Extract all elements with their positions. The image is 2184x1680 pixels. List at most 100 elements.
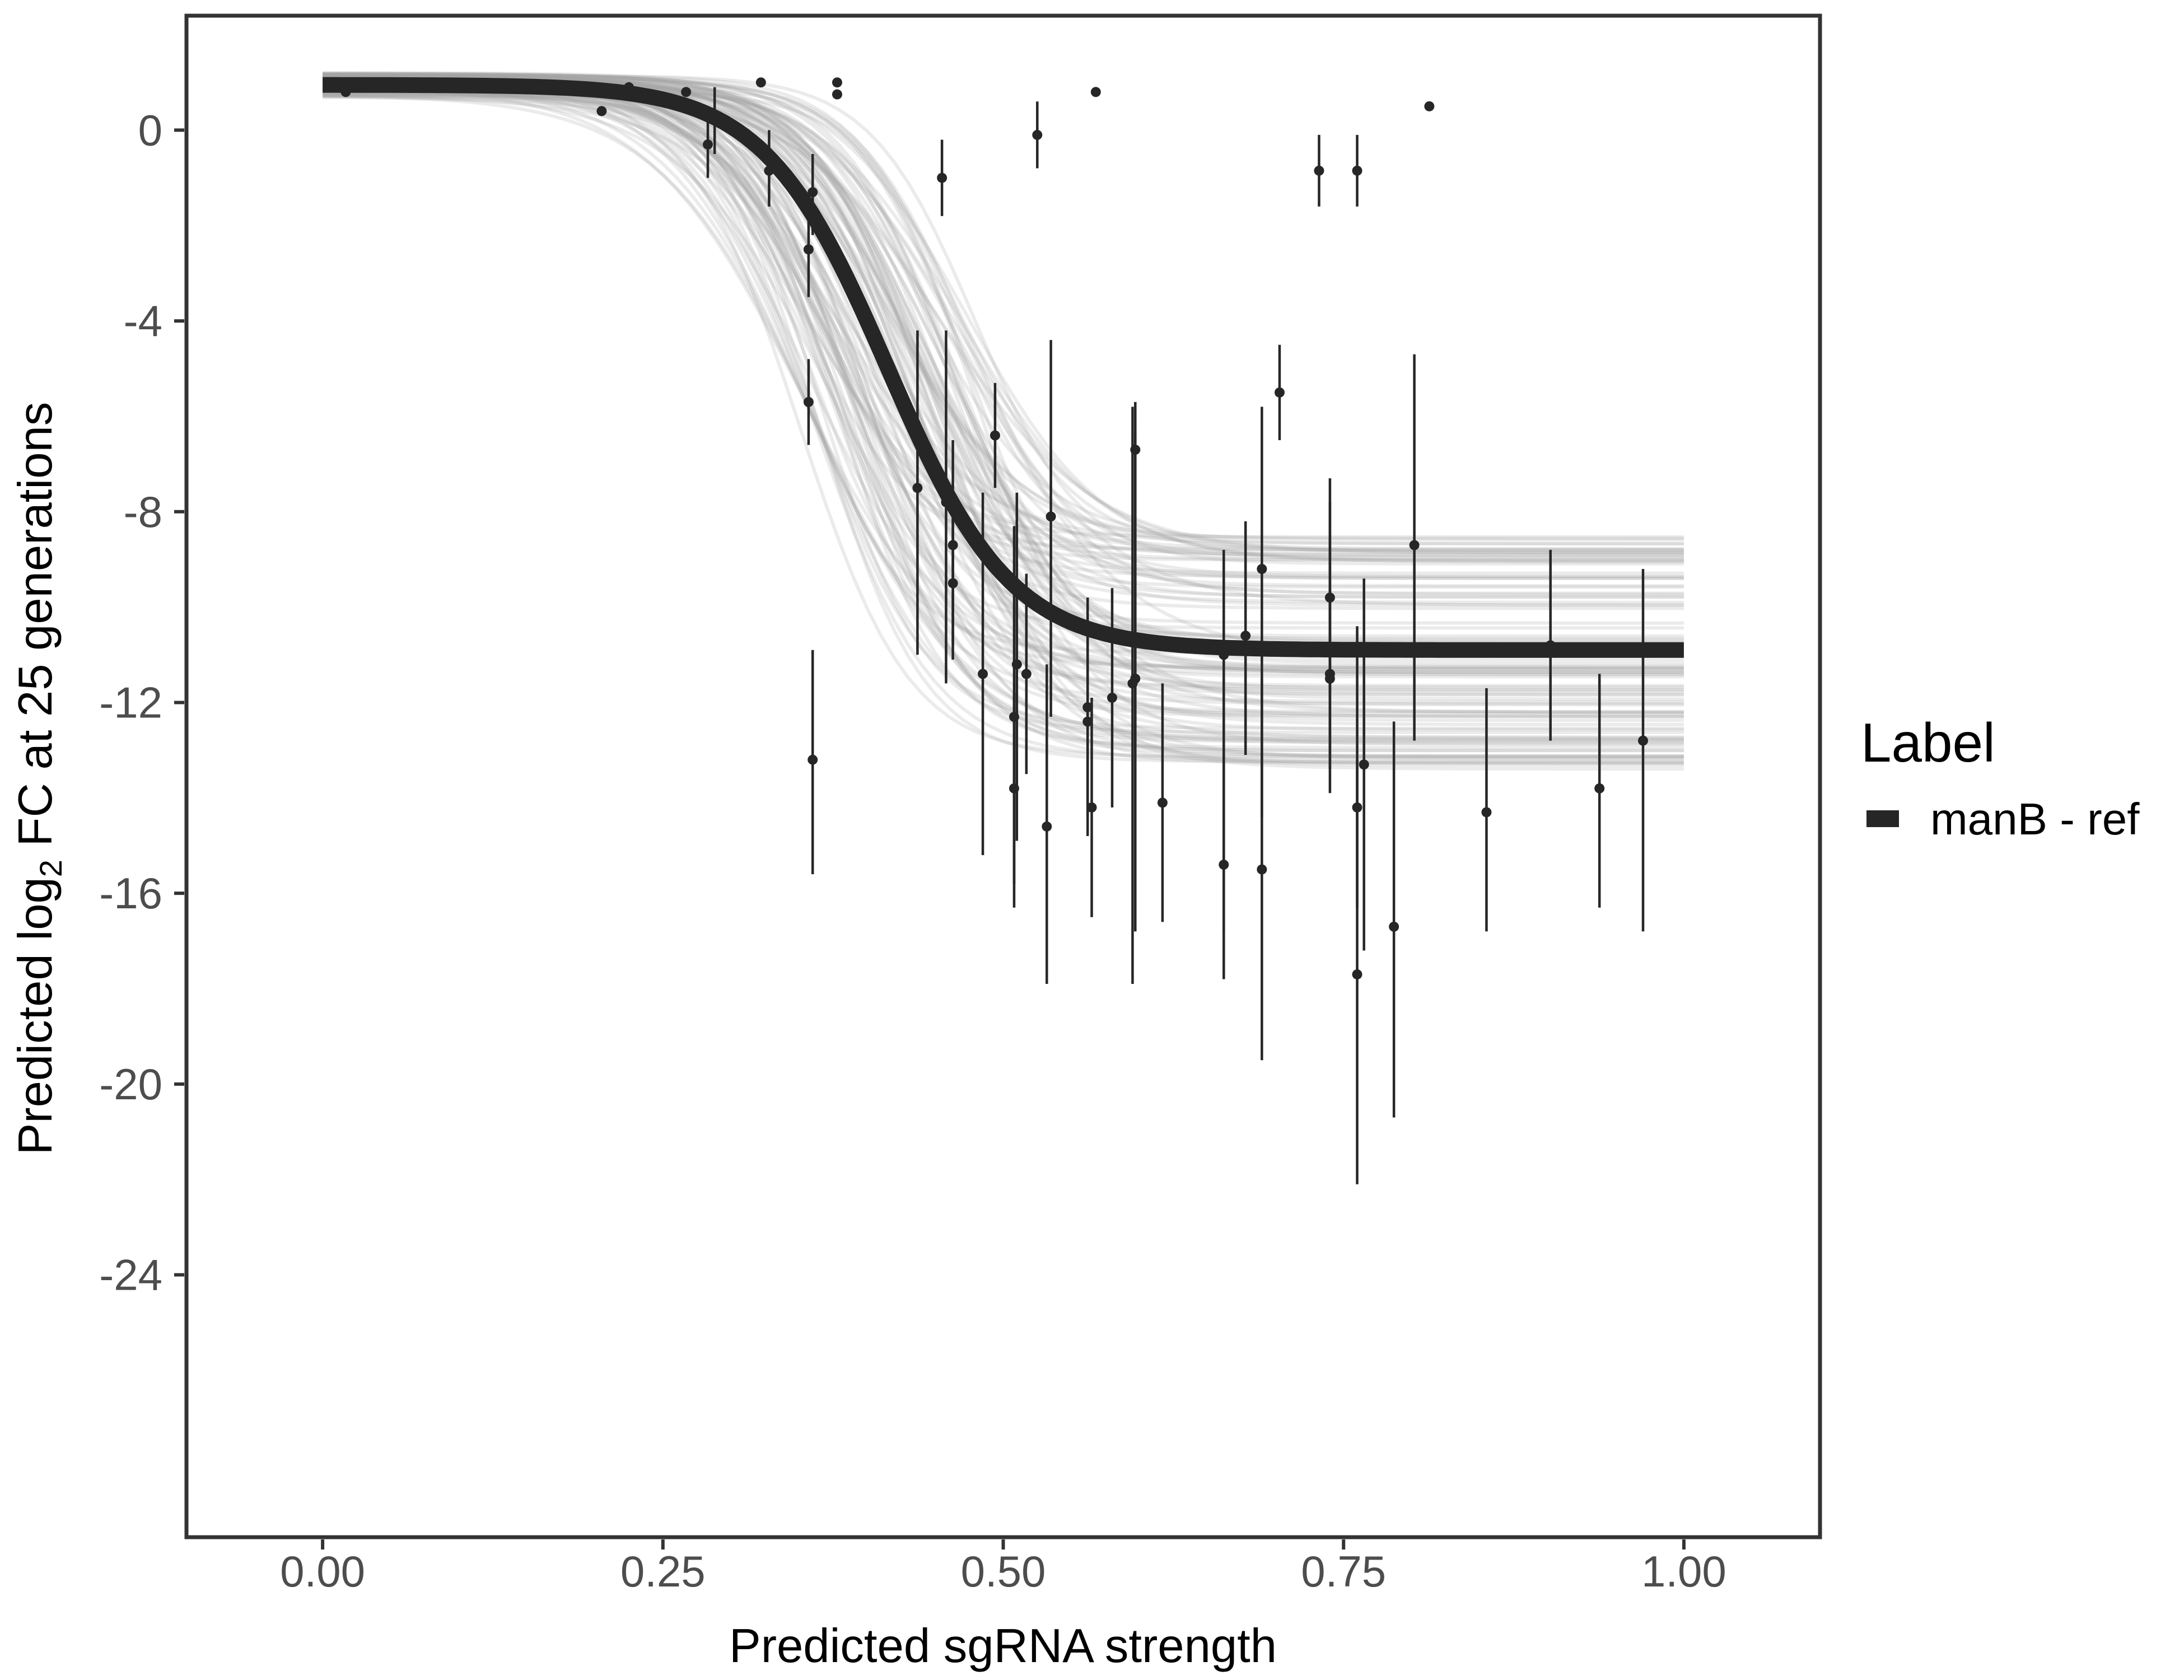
- data-point: [808, 187, 818, 198]
- posterior-draw: [323, 74, 1684, 638]
- posterior-draw: [323, 90, 1684, 599]
- data-point: [1352, 802, 1362, 813]
- y-tick-label: -12: [99, 678, 162, 727]
- data-point: [1314, 165, 1324, 176]
- data-point: [1086, 802, 1097, 813]
- posterior-draw: [323, 94, 1684, 760]
- posterior-draw: [323, 74, 1684, 559]
- y-axis-title: Predicted log2 FC at 25 generations: [9, 402, 68, 1155]
- data-point: [710, 115, 720, 126]
- data-point: [681, 87, 692, 97]
- posterior-draw: [323, 92, 1684, 607]
- posterior-draw: [323, 88, 1684, 718]
- y-tick-label: -4: [124, 296, 162, 346]
- posterior-draw: [323, 74, 1684, 715]
- posterior-draw: [323, 72, 1684, 564]
- data-point: [1324, 673, 1335, 684]
- x-axis: 0.00 0.25 0.50 0.75 1.00: [280, 1539, 1726, 1596]
- posterior-draw: [323, 91, 1684, 753]
- data-point: [1021, 669, 1032, 679]
- posterior-draw: [323, 74, 1684, 566]
- posterior-draw: [323, 72, 1684, 765]
- data-point: [755, 77, 766, 88]
- data-point: [1130, 673, 1141, 684]
- data-point: [1637, 735, 1648, 746]
- posterior-draw: [323, 94, 1684, 625]
- x-tick-label: 0.75: [1301, 1547, 1386, 1596]
- legend: Label manB - ref: [1861, 712, 2140, 844]
- posterior-draw: [323, 86, 1684, 672]
- x-tick-label: 1.00: [1641, 1547, 1726, 1596]
- data-point: [1011, 659, 1022, 670]
- data-point: [937, 172, 948, 183]
- posterior-draw: [323, 77, 1684, 542]
- data-point: [1219, 650, 1229, 660]
- y-axis-title-prefix: Predicted log: [9, 877, 62, 1155]
- data-point: [1130, 445, 1141, 455]
- y-axis: 0 -4 -8 -12 -16 -20 -24: [99, 105, 184, 1300]
- legend-label-manb-ref: manB - ref: [1930, 794, 2140, 844]
- posterior-draw: [323, 73, 1684, 554]
- posterior-draw: [323, 73, 1684, 662]
- data-point: [1090, 87, 1101, 97]
- posterior-draw: [323, 86, 1684, 696]
- data-point: [1352, 969, 1362, 979]
- data-point: [1257, 564, 1267, 574]
- data-point: [990, 430, 1000, 441]
- data-point: [1389, 921, 1399, 932]
- posterior-draw: [323, 72, 1684, 580]
- data-point: [1409, 540, 1420, 550]
- posterior-draw: [323, 92, 1684, 759]
- data-point: [1219, 860, 1229, 870]
- legend-title: Label: [1861, 712, 1995, 773]
- posterior-draw: [323, 71, 1684, 722]
- y-tick-label: -16: [99, 869, 162, 918]
- plot-panel-border: [184, 13, 1822, 1539]
- posterior-draw: [323, 75, 1684, 553]
- posterior-draw: [323, 76, 1684, 746]
- data-points: [340, 77, 1648, 979]
- data-point: [1107, 692, 1117, 703]
- data-point: [1481, 807, 1492, 818]
- data-point: [803, 244, 814, 255]
- posterior-draw: [323, 73, 1684, 580]
- posterior-draw: [323, 94, 1684, 674]
- posterior-draw: [323, 73, 1684, 607]
- y-axis-title-suffix: FC at 25 generations: [9, 402, 62, 860]
- posterior-band: [323, 71, 1684, 771]
- posterior-draw: [323, 84, 1684, 742]
- y-axis-title-subscript: 2: [33, 860, 68, 877]
- posterior-draw: [323, 74, 1684, 744]
- posterior-draw: [323, 71, 1684, 670]
- data-point: [1545, 640, 1556, 651]
- posterior-draw: [323, 73, 1684, 575]
- data-point: [1009, 712, 1019, 722]
- data-point: [1082, 716, 1093, 727]
- data-point: [978, 669, 988, 679]
- data-point: [1359, 759, 1369, 770]
- x-axis-title: Predicted sgRNA strength: [729, 1620, 1277, 1673]
- posterior-draw: [323, 72, 1684, 676]
- y-tick-label: -8: [124, 487, 162, 536]
- posterior-draw: [323, 92, 1684, 694]
- posterior-draw: [323, 71, 1684, 718]
- y-tick-label: -24: [99, 1250, 162, 1300]
- data-point: [1009, 783, 1019, 794]
- data-point: [948, 540, 958, 550]
- data-point: [832, 77, 842, 88]
- x-tick-label: 0.25: [620, 1547, 706, 1596]
- data-point: [340, 87, 351, 97]
- data-point: [832, 89, 842, 100]
- data-point: [1352, 165, 1362, 176]
- posterior-draw: [323, 94, 1684, 745]
- data-point: [912, 483, 923, 493]
- data-point: [803, 396, 814, 407]
- data-point: [1594, 783, 1605, 794]
- y-tick-label: 0: [138, 105, 162, 155]
- data-point: [1324, 592, 1335, 603]
- x-tick-label: 0.00: [280, 1547, 365, 1596]
- posterior-draw: [323, 93, 1684, 771]
- data-point: [764, 165, 774, 176]
- data-point: [1274, 387, 1285, 398]
